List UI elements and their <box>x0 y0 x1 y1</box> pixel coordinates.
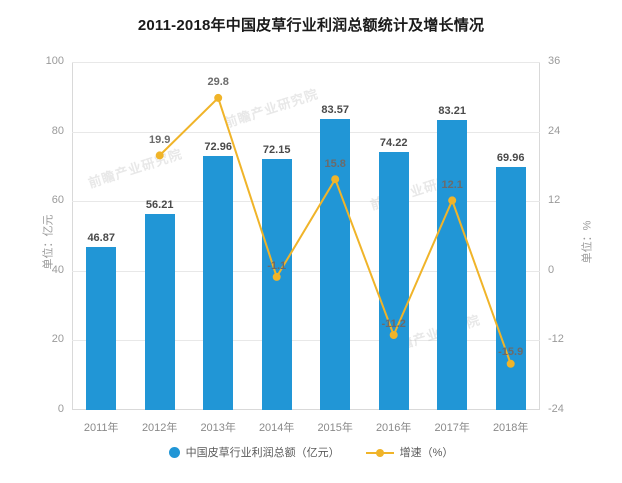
y-tick-left: 0 <box>57 403 64 415</box>
chart-title: 2011-2018年中国皮草行业利润总额统计及增长情况 <box>137 17 485 34</box>
y-tick-left: 60 <box>51 194 64 207</box>
bar-label-2016: 74.22 <box>379 136 408 149</box>
growth-line-series <box>155 93 515 368</box>
bar-label-2013: 72.96 <box>204 141 232 154</box>
legend-line-swatch-icon <box>365 447 394 458</box>
growth-point-2016 <box>389 331 398 339</box>
growth-point-2012 <box>155 151 164 160</box>
y-tick-right: 0 <box>548 263 555 276</box>
legend-item-growth[interactable]: 增速（%） <box>365 444 454 460</box>
y-tick-left: 20 <box>51 333 64 346</box>
bar-2013 <box>203 156 234 410</box>
gridline <box>72 131 540 133</box>
bar-label-2017: 83.21 <box>438 105 466 118</box>
plot-frame <box>72 62 540 410</box>
legend-item-profit[interactable]: 中国皮草行业利润总额（亿元） <box>168 444 340 460</box>
x-tick-2017: 2017年 <box>434 422 470 434</box>
growth-label-2012: 19.9 <box>148 134 171 146</box>
growth-point-2013 <box>214 93 223 102</box>
x-tick-2018: 2018年 <box>492 422 529 434</box>
legend-bar-swatch-icon <box>168 446 180 458</box>
x-tick-2014: 2014年 <box>258 422 295 434</box>
y-tick-right: -24 <box>548 403 564 415</box>
y-axis-left-title: 单位：亿元 <box>42 214 55 269</box>
y-tick-left: 100 <box>45 55 64 67</box>
y-tick-right: -12 <box>548 333 564 346</box>
legend-label-growth: 增速（%） <box>399 447 454 459</box>
bar-2018 <box>495 166 526 410</box>
bar-2014 <box>261 158 292 410</box>
y-tick-right: 24 <box>548 124 561 137</box>
bar-label-2015: 83.57 <box>321 104 349 117</box>
bar-label-2014: 72.15 <box>262 143 291 156</box>
chart-legend: 中国皮草行业利润总额（亿元） 增速（%） <box>0 444 622 460</box>
bar-2016 <box>378 151 409 410</box>
growth-point-2018 <box>506 359 515 368</box>
bar-2015 <box>320 119 351 410</box>
growth-point-2015 <box>331 175 340 184</box>
gridline <box>72 270 540 272</box>
legend-label-profit: 中国皮草行业利润总额（亿元） <box>185 447 340 459</box>
y-tick-right: 36 <box>548 55 561 67</box>
growth-label-2015: 15.8 <box>324 158 346 170</box>
growth-line-path <box>158 96 512 365</box>
bar-label-2018: 69.96 <box>496 151 525 164</box>
growth-label-2016: -11.2 <box>381 318 406 330</box>
y-tick-right: 12 <box>548 194 561 207</box>
growth-label-2014: -1.1 <box>267 260 287 272</box>
bar-label-2011: 46.87 <box>87 231 115 244</box>
growth-point-2017 <box>448 196 457 205</box>
y-tick-left: 40 <box>51 263 64 276</box>
growth-label-2017: 12.1 <box>441 179 463 191</box>
growth-point-2014 <box>272 272 281 281</box>
x-tick-2011: 2011年 <box>83 422 119 434</box>
bar-2011 <box>86 246 117 410</box>
x-tick-2016: 2016年 <box>375 422 412 434</box>
gridline <box>72 340 540 342</box>
gridline <box>72 201 540 203</box>
bar-2012 <box>144 214 175 410</box>
y-axis-right-title: 单位：% <box>581 220 594 263</box>
growth-label-2013: 29.8 <box>207 76 229 88</box>
gridline <box>72 62 540 63</box>
x-tick-2015: 2015年 <box>317 422 353 434</box>
y-tick-left: 80 <box>51 124 64 137</box>
plot-area: 前瞻产业研究院 前瞻产业研究院 前瞻产业研究院 前瞻产业研究院 100 80 6… <box>46 55 564 434</box>
bar-2017 <box>437 120 468 410</box>
growth-label-2018: -15.9 <box>498 346 524 358</box>
bar-label-2012: 56.21 <box>145 199 174 212</box>
x-tick-2013: 2013年 <box>200 422 236 434</box>
x-tick-2012: 2012年 <box>141 422 178 434</box>
